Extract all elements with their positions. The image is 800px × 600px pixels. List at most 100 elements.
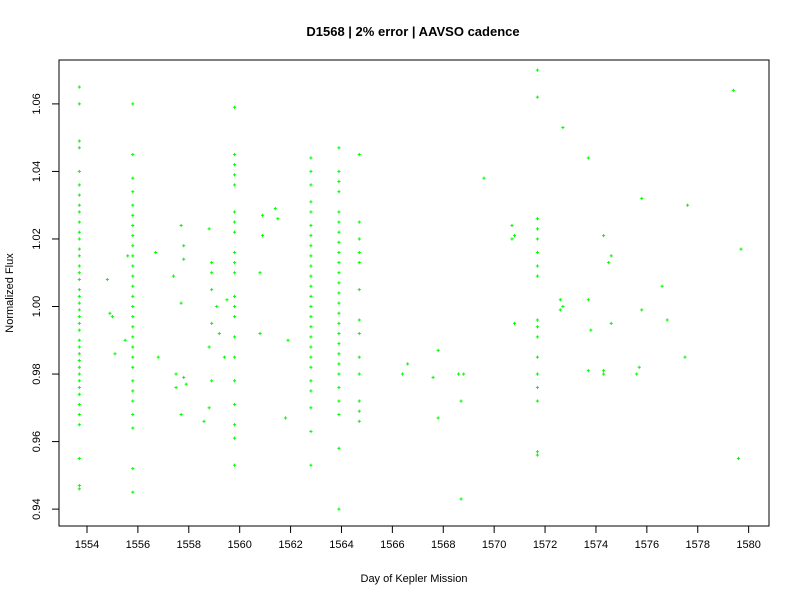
data-point: [739, 247, 743, 251]
data-point: [431, 375, 435, 380]
data-point: [309, 244, 313, 248]
x-tick-label: 1560: [227, 539, 251, 551]
data-point: [535, 399, 540, 403]
data-point: [126, 254, 130, 258]
data-point: [258, 331, 262, 336]
data-point: [77, 379, 81, 383]
data-point: [535, 95, 540, 99]
data-point: [232, 315, 237, 319]
data-point: [131, 379, 135, 383]
data-point: [337, 301, 341, 305]
data-point: [131, 152, 135, 157]
data-point: [535, 274, 540, 278]
data-point: [232, 304, 237, 309]
data-point: [357, 419, 361, 423]
data-point: [77, 146, 81, 150]
data-point: [258, 271, 262, 275]
data-point: [131, 325, 135, 329]
data-point: [77, 288, 81, 292]
data-point: [77, 308, 81, 312]
data-point: [309, 379, 313, 383]
data-point: [309, 210, 313, 214]
data-point: [232, 183, 237, 187]
data-point: [77, 203, 81, 207]
data-point: [131, 294, 135, 298]
data-point: [561, 304, 565, 309]
data-point: [131, 203, 135, 207]
data-point: [660, 284, 664, 288]
data-point: [171, 274, 176, 278]
data-point: [210, 321, 214, 325]
data-point: [232, 261, 237, 265]
data-point: [77, 183, 81, 187]
data-point: [232, 210, 237, 214]
data-point: [640, 308, 644, 312]
data-point: [232, 105, 237, 109]
data-point: [217, 331, 221, 336]
data-point: [131, 399, 135, 403]
data-point: [207, 345, 211, 349]
data-point: [232, 379, 237, 383]
data-point: [232, 423, 237, 427]
data-point: [309, 284, 313, 288]
data-point: [337, 321, 341, 325]
data-point: [77, 338, 81, 342]
data-point: [558, 298, 562, 302]
data-point: [535, 250, 540, 255]
data-point: [337, 352, 341, 356]
data-point: [357, 372, 361, 376]
data-point: [607, 261, 611, 265]
data-point: [337, 362, 341, 366]
data-point: [736, 456, 741, 461]
data-point: [260, 233, 265, 238]
data-point: [535, 264, 540, 268]
data-point: [131, 254, 135, 258]
data-point: [131, 466, 135, 471]
data-point: [260, 213, 265, 217]
data-point: [309, 156, 313, 160]
data-point: [77, 247, 81, 251]
data-point: [182, 375, 186, 380]
data-point: [558, 308, 562, 312]
data-point: [589, 328, 593, 332]
data-point: [337, 220, 341, 224]
data-point: [273, 206, 277, 211]
data-point: [131, 176, 135, 180]
data-point: [357, 355, 361, 359]
x-axis-label: Day of Kepler Mission: [361, 573, 468, 585]
data-point: [77, 345, 81, 349]
data-point: [337, 342, 341, 346]
data-point: [535, 355, 540, 359]
data-point: [309, 304, 313, 309]
data-point: [357, 409, 361, 413]
data-point: [131, 389, 135, 393]
data-point: [210, 271, 214, 275]
data-point: [131, 233, 135, 238]
data-point: [179, 301, 183, 305]
data-point: [174, 385, 178, 390]
data-point: [225, 298, 229, 302]
data-point: [131, 284, 135, 288]
data-point: [482, 176, 486, 180]
data-point: [276, 217, 280, 221]
data-point: [179, 223, 183, 228]
data-point: [202, 419, 206, 423]
data-point: [400, 372, 405, 376]
data-point: [309, 325, 313, 329]
data-point: [601, 372, 606, 376]
data-point: [586, 369, 590, 373]
y-tick-label: 1.00: [31, 296, 43, 317]
x-axis: 1554 1556 1558 1560 1562 1564 1566 1568 1570 1572…: [75, 525, 761, 551]
data-point: [174, 372, 178, 376]
data-point: [309, 294, 313, 298]
data-point: [637, 365, 641, 369]
data-point: [210, 288, 214, 292]
data-point: [586, 156, 590, 160]
data-point: [232, 173, 237, 177]
y-tick-label: 1.04: [31, 161, 43, 182]
data-point: [77, 423, 81, 427]
data-point: [77, 301, 81, 305]
y-tick-label: 0.94: [31, 498, 43, 519]
data-point: [232, 250, 237, 255]
